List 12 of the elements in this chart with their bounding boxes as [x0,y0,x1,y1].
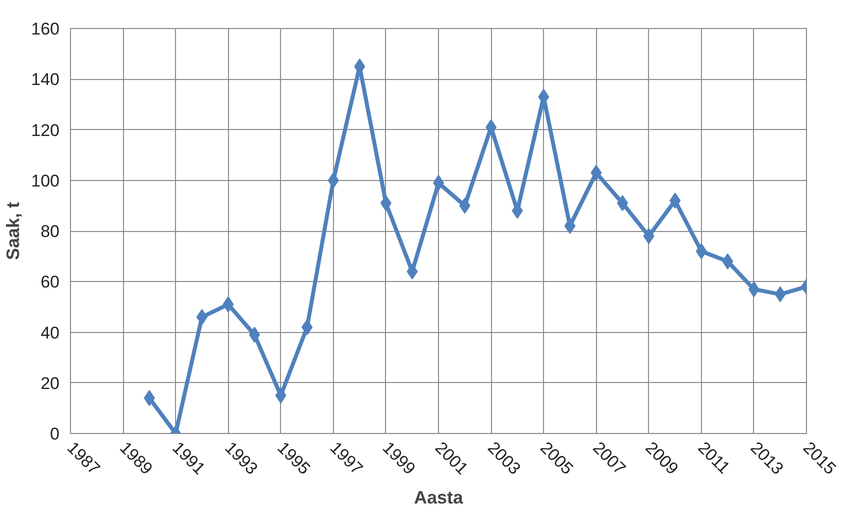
y-tick-label: 60 [40,272,60,292]
y-tick-label: 20 [40,374,60,393]
y-tick-label: 100 [31,171,60,190]
y-tick-label: 140 [31,70,60,90]
x-axis-title: Aasta [414,488,464,508]
y-tick-label: 80 [40,222,60,241]
point [406,264,418,280]
y-tick-label: 120 [31,120,60,140]
y-tick-label: 0 [50,424,60,444]
y-tick-label: 160 [31,20,60,38]
y-axis-title: Saak, t [3,202,24,260]
y-tick-label: 40 [40,323,60,342]
